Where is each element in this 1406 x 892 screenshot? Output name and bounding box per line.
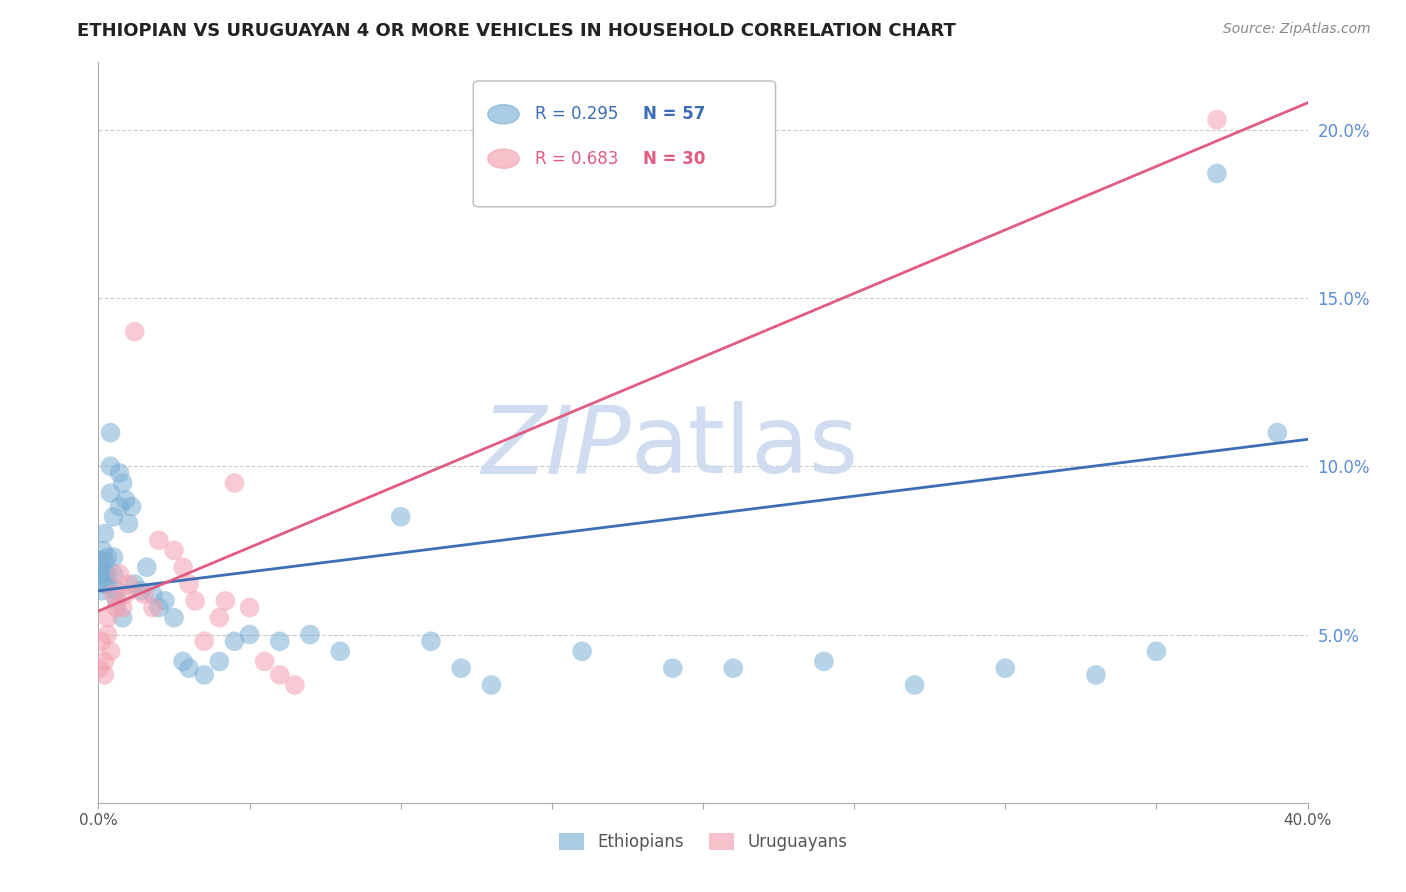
Point: [994, 661, 1017, 675]
Point: [148, 533, 170, 548]
Point: [100, 486, 122, 500]
Point: [93, 668, 115, 682]
Point: [105, 583, 128, 598]
Point: [108, 466, 131, 480]
Circle shape: [488, 104, 519, 124]
Point: [96, 610, 118, 624]
Point: [118, 516, 141, 531]
Point: [100, 425, 122, 440]
Point: [224, 476, 246, 491]
Text: ETHIOPIAN VS URUGUAYAN 4 OR MORE VEHICLES IN HOUSEHOLD CORRELATION CHART: ETHIOPIAN VS URUGUAYAN 4 OR MORE VEHICLE…: [77, 22, 956, 40]
Point: [224, 634, 246, 648]
Point: [193, 634, 215, 648]
Point: [114, 492, 136, 507]
Point: [1206, 166, 1229, 180]
Text: atlas: atlas: [630, 401, 859, 493]
Point: [103, 509, 125, 524]
Point: [111, 476, 134, 491]
Point: [420, 634, 443, 648]
Point: [105, 600, 128, 615]
Point: [129, 583, 152, 598]
Point: [132, 587, 155, 601]
Text: N = 57: N = 57: [643, 105, 704, 123]
Point: [193, 668, 215, 682]
Point: [87, 566, 110, 581]
Point: [103, 550, 125, 565]
Point: [93, 526, 115, 541]
Point: [481, 678, 503, 692]
Point: [450, 661, 472, 675]
Point: [269, 634, 291, 648]
Point: [96, 627, 118, 641]
Point: [93, 566, 115, 581]
Point: [100, 644, 122, 658]
Point: [89, 553, 111, 567]
Circle shape: [488, 149, 519, 169]
Text: R = 0.683: R = 0.683: [534, 150, 619, 168]
Point: [93, 655, 115, 669]
Point: [253, 655, 276, 669]
Point: [179, 577, 201, 591]
Point: [179, 661, 201, 675]
Point: [124, 325, 146, 339]
Point: [813, 655, 835, 669]
Legend: Ethiopians, Uruguayans: Ethiopians, Uruguayans: [553, 826, 853, 857]
Point: [100, 459, 122, 474]
Point: [96, 566, 118, 581]
Point: [389, 509, 412, 524]
Point: [103, 566, 125, 581]
Point: [239, 600, 262, 615]
Point: [105, 594, 128, 608]
Point: [163, 543, 186, 558]
Point: [1267, 425, 1289, 440]
Text: Source: ZipAtlas.com: Source: ZipAtlas.com: [1223, 22, 1371, 37]
Point: [163, 610, 186, 624]
Point: [904, 678, 927, 692]
Point: [571, 644, 593, 658]
FancyBboxPatch shape: [474, 81, 776, 207]
Point: [153, 594, 176, 608]
Point: [118, 577, 141, 591]
Point: [208, 610, 231, 624]
Point: [214, 594, 236, 608]
Point: [284, 678, 307, 692]
Point: [1206, 112, 1229, 127]
Point: [93, 577, 115, 591]
Point: [142, 587, 165, 601]
Point: [329, 644, 352, 658]
Text: ZIP: ZIP: [481, 402, 630, 493]
Point: [103, 587, 125, 601]
Point: [114, 587, 136, 601]
Point: [111, 600, 134, 615]
Point: [111, 610, 134, 624]
Point: [108, 500, 131, 514]
Point: [208, 655, 231, 669]
Point: [299, 627, 322, 641]
Point: [142, 600, 165, 615]
Point: [96, 577, 118, 591]
Point: [172, 560, 194, 574]
Point: [90, 560, 112, 574]
Point: [135, 560, 157, 574]
Point: [124, 577, 146, 591]
Point: [1144, 644, 1167, 658]
Point: [661, 661, 683, 675]
Point: [148, 600, 170, 615]
Point: [87, 661, 110, 675]
Point: [93, 553, 115, 567]
Point: [96, 550, 118, 565]
Point: [108, 566, 131, 581]
Point: [91, 543, 114, 558]
Text: R = 0.295: R = 0.295: [534, 105, 619, 123]
Point: [90, 583, 112, 598]
Point: [239, 627, 262, 641]
Point: [723, 661, 745, 675]
Point: [121, 500, 143, 514]
Point: [90, 634, 112, 648]
Point: [184, 594, 207, 608]
Text: N = 30: N = 30: [643, 150, 704, 168]
Point: [172, 655, 194, 669]
Point: [269, 668, 291, 682]
Point: [1085, 668, 1108, 682]
